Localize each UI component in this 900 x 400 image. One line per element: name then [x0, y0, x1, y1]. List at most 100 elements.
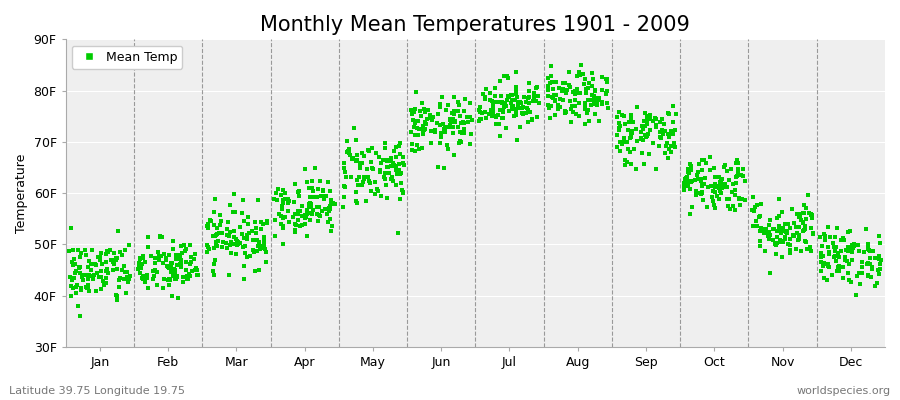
Point [841, 270, 855, 276]
Point [101, 270, 115, 276]
Legend: Mean Temp: Mean Temp [72, 46, 182, 68]
Point [635, 150, 650, 156]
Point [439, 106, 454, 113]
Point [797, 226, 812, 233]
Point [238, 250, 252, 256]
Point [677, 186, 691, 193]
Point [620, 139, 634, 145]
Point [861, 241, 876, 248]
Point [544, 102, 559, 109]
Point [98, 268, 112, 274]
Point [652, 119, 667, 126]
Point [761, 229, 776, 235]
Point [384, 176, 399, 182]
Point [722, 177, 736, 184]
Point [363, 180, 377, 186]
Point [491, 112, 505, 118]
Point [701, 184, 716, 190]
Point [353, 164, 367, 171]
Point [698, 174, 712, 181]
Point [712, 174, 726, 180]
Point [148, 260, 162, 266]
Point [256, 221, 270, 228]
Point [392, 140, 407, 146]
Point [757, 229, 771, 236]
Point [209, 238, 223, 245]
Point [830, 225, 844, 231]
Point [121, 276, 135, 283]
Point [160, 264, 175, 270]
Point [65, 276, 79, 283]
Point [342, 146, 356, 152]
Point [612, 125, 626, 132]
Point [698, 160, 713, 166]
Point [729, 160, 743, 166]
Point [208, 257, 222, 263]
Point [486, 110, 500, 116]
Point [757, 226, 771, 232]
Point [235, 230, 249, 237]
Point [485, 108, 500, 114]
Point [482, 110, 496, 117]
Point [830, 268, 844, 274]
Point [237, 217, 251, 224]
Point [139, 273, 153, 279]
Point [762, 236, 777, 242]
Point [668, 144, 682, 150]
Point [766, 237, 780, 243]
Point [612, 127, 626, 133]
Point [313, 192, 328, 199]
Point [816, 253, 831, 259]
Point [210, 225, 224, 232]
Point [750, 202, 764, 208]
Point [541, 74, 555, 81]
Point [421, 107, 436, 113]
Point [800, 192, 814, 198]
Point [361, 173, 375, 180]
Point [599, 88, 614, 94]
Point [428, 128, 442, 135]
Point [708, 184, 723, 190]
Point [793, 214, 807, 220]
Point [131, 266, 146, 272]
Point [518, 99, 533, 106]
Point [174, 243, 188, 250]
Point [667, 127, 681, 133]
Point [859, 226, 873, 232]
Point [122, 279, 136, 285]
Point [220, 219, 235, 225]
Point [709, 192, 724, 199]
Point [787, 232, 801, 239]
Point [625, 128, 639, 134]
Point [368, 179, 382, 186]
Point [408, 120, 422, 126]
Point [611, 127, 625, 133]
Point [380, 158, 394, 165]
Point [746, 223, 760, 229]
Point [695, 183, 709, 189]
Point [133, 254, 148, 261]
Point [706, 188, 720, 194]
Point [770, 233, 784, 240]
Point [778, 228, 793, 235]
Point [441, 102, 455, 108]
Point [616, 138, 631, 144]
Point [689, 191, 704, 198]
Point [683, 167, 698, 173]
Point [405, 141, 419, 147]
Point [630, 137, 644, 144]
Point [860, 245, 875, 252]
Point [721, 202, 735, 209]
Point [496, 114, 510, 121]
Point [410, 132, 425, 139]
Point [79, 252, 94, 259]
Point [214, 230, 229, 236]
Point [648, 166, 662, 172]
Point [803, 244, 817, 250]
Point [813, 234, 827, 240]
Point [276, 215, 291, 222]
Point [82, 288, 96, 294]
Point [189, 264, 203, 271]
Point [609, 132, 624, 138]
Point [207, 272, 221, 278]
